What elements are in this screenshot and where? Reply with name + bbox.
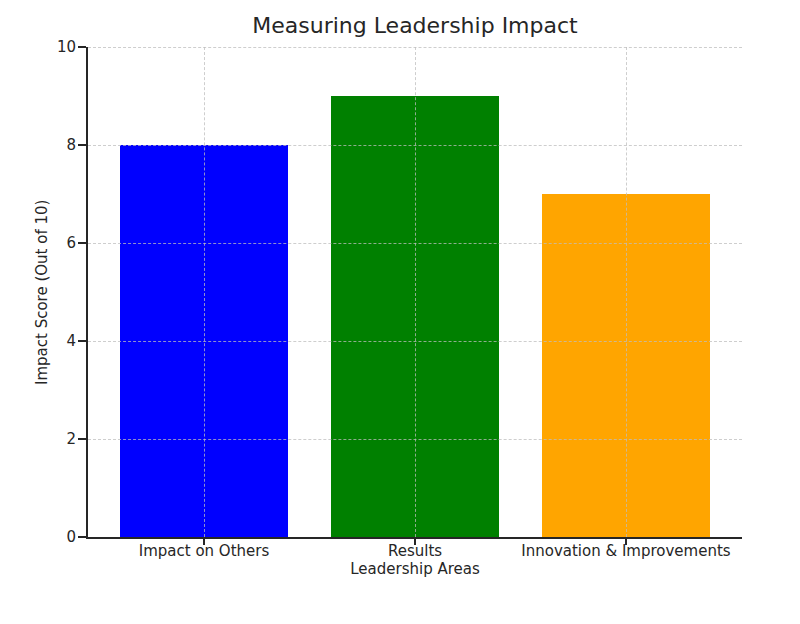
bars-layer	[88, 47, 742, 537]
bar-impact-on-others	[120, 145, 289, 537]
bar-chart-figure: Measuring Leadership Impact Impact Score…	[0, 0, 800, 624]
y-axis-label: Impact Score (Out of 10)	[33, 47, 51, 537]
y-tick-mark-6	[78, 242, 86, 244]
y-tick-label-4: 4	[66, 334, 76, 349]
x-tick-label-impact-on-others: Impact on Others	[139, 542, 270, 560]
y-tick-mark-2	[78, 438, 86, 440]
y-tick-label-0: 0	[66, 530, 76, 545]
y-tick-mark-0	[78, 536, 86, 538]
x-tick-label-results: Results	[388, 542, 442, 560]
y-tick-mark-8	[78, 144, 86, 146]
y-tick-mark-4	[78, 340, 86, 342]
y-tick-mark-10	[78, 46, 86, 48]
y-tick-label-10: 10	[57, 40, 76, 55]
y-tick-label-8: 8	[66, 138, 76, 153]
y-tick-label-2: 2	[66, 432, 76, 447]
plot-area: 0246810 Impact on OthersResultsInnovatio…	[88, 47, 742, 537]
y-tick-label-6: 6	[66, 236, 76, 251]
bar-innovation-improvements	[542, 194, 711, 537]
x-tick-label-innovation-improvements: Innovation & Improvements	[521, 542, 730, 560]
chart-title: Measuring Leadership Impact	[88, 13, 742, 39]
bar-results	[331, 96, 500, 537]
x-axis-label: Leadership Areas	[88, 560, 742, 578]
